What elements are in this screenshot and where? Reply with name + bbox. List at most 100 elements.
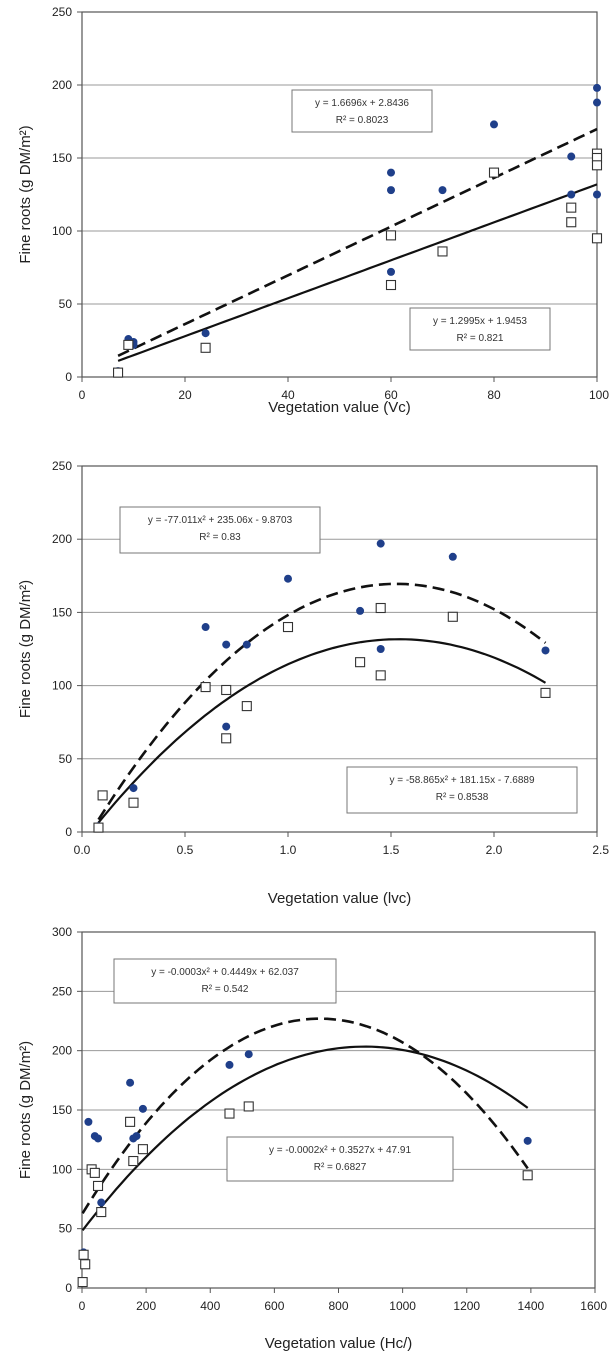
data-point-square — [128, 797, 139, 808]
data-point-square — [282, 621, 294, 633]
y-tick-label: 100 — [52, 679, 72, 693]
x-tick-label: 0 — [79, 1299, 86, 1313]
plot-frame — [81, 465, 598, 833]
data-point-circle — [541, 646, 550, 655]
equation-text: y = -77.011x² + 235.06x - 9.8703 — [148, 515, 293, 526]
x-tick-label: 1200 — [453, 1299, 480, 1313]
data-point-square — [113, 367, 124, 378]
x-tick-label: 1.5 — [383, 843, 400, 857]
equation-box — [409, 307, 551, 351]
data-point-square — [78, 1249, 89, 1260]
data-point-square — [241, 701, 252, 712]
equation-text: y = -0.0003x² + 0.4449x + 62.037 — [151, 967, 299, 978]
data-point-circle — [129, 784, 138, 793]
equation-box — [119, 506, 321, 554]
x-tick-label: 200 — [136, 1299, 156, 1313]
y-tick-label: 150 — [52, 151, 72, 165]
data-point-square — [80, 1259, 91, 1270]
x-tick-label: 800 — [328, 1299, 348, 1313]
data-point-square — [96, 1207, 107, 1218]
data-point-circle — [132, 1132, 141, 1141]
data-point-square — [221, 733, 232, 744]
data-point-square — [125, 1116, 136, 1127]
equation-text: y = -0.0002x² + 0.3527x + 47.91 — [269, 1145, 411, 1156]
x-tick-label: 1000 — [389, 1299, 416, 1313]
data-point-circle — [387, 168, 395, 177]
y-tick-label: 200 — [52, 1044, 72, 1058]
data-point-circle — [523, 1136, 532, 1145]
data-point-square — [385, 279, 397, 291]
x-tick-label: 2.0 — [486, 843, 503, 857]
y-tick-label: 150 — [52, 605, 72, 619]
data-point-circle — [593, 190, 601, 199]
y-tick-label: 100 — [52, 224, 72, 238]
y-tick-label: 200 — [52, 78, 72, 92]
data-point-circle — [593, 83, 601, 92]
chart-2-svg: 0 50 100 150 200 250 0.0 0.5 1.0 1.5 2.0 2.5 Vegetat… — [17, 459, 609, 907]
chart-panel-1: 0 50 100 150 200 250 0 20 40 60 80 100 Vegetation va… — [0, 0, 616, 450]
x-axis-label: Vegetation value (lvc) — [268, 890, 411, 907]
y-axis-label: Fine roots (g DM/m²) — [17, 1041, 34, 1179]
data-point-square — [200, 342, 211, 353]
data-point-square — [566, 217, 577, 228]
equation-box — [291, 89, 433, 133]
data-point-circle — [567, 190, 576, 199]
y-tick-label: 50 — [59, 297, 73, 311]
chart-3-svg: 0 50 100 150 200 250 300 0 200 400 600 800 1000 1200 1… — [17, 925, 607, 1352]
data-point-square — [89, 1167, 100, 1178]
fit-line-solid — [81, 1045, 529, 1231]
equation-box — [346, 766, 578, 814]
data-point-circle — [242, 640, 251, 649]
y-tick-label: 250 — [52, 984, 72, 998]
data-point-square — [375, 602, 386, 614]
data-point-circle — [222, 722, 231, 731]
x-tick-label: 1.0 — [280, 843, 297, 857]
x-tick-label: 100 — [589, 388, 609, 402]
data-point-circle — [376, 539, 385, 548]
data-point-circle — [387, 267, 395, 276]
data-point-circle — [201, 329, 210, 338]
data-point-square — [200, 682, 211, 693]
data-point-circle — [97, 1198, 106, 1207]
chart-panel-3: 0 50 100 150 200 250 300 0 200 400 600 800 1000 1200 1… — [0, 915, 616, 1371]
data-point-circle — [567, 152, 576, 161]
x-tick-label: 40 — [281, 388, 295, 402]
data-point-square — [566, 202, 577, 213]
data-point-circle — [225, 1060, 234, 1069]
chart-1-svg: 0 50 100 150 200 250 0 20 40 60 80 100 Vegetation va… — [17, 5, 609, 416]
data-point-square — [385, 230, 397, 241]
x-tick-label: 1600 — [580, 1299, 607, 1313]
y-tick-label: 0 — [65, 1281, 72, 1295]
x-tick-label: 1400 — [518, 1299, 545, 1313]
y-tick-label: 200 — [52, 532, 72, 546]
data-point-circle — [201, 623, 210, 632]
equation-text: y = 1.2995x + 1.9453 — [433, 316, 527, 327]
data-point-square — [488, 167, 500, 178]
r-squared-text: R² = 0.83 — [199, 532, 241, 543]
data-point-circle — [593, 98, 601, 107]
x-tick-label: 0.0 — [74, 843, 91, 857]
y-tick-label: 250 — [52, 5, 72, 19]
data-point-circle — [222, 640, 231, 649]
r-squared-text: R² = 0.8538 — [436, 792, 489, 803]
x-tick-label: 600 — [264, 1299, 284, 1313]
chart-panel-2: 0 50 100 150 200 250 0.0 0.5 1.0 1.5 2.0 2.5 Vegetat… — [0, 455, 616, 910]
x-tick-label: 0 — [79, 388, 86, 402]
x-tick-label: 20 — [178, 388, 192, 402]
data-point-circle — [284, 574, 292, 583]
equation-text: y = 1.6696x + 2.8436 — [315, 98, 409, 109]
equation-text: y = -58.865x² + 181.15x - 7.6889 — [389, 775, 535, 786]
y-tick-label: 300 — [52, 925, 72, 939]
y-tick-label: 250 — [52, 459, 72, 473]
fit-line-solid — [97, 638, 547, 824]
data-point-square — [591, 233, 603, 244]
data-point-circle — [84, 1117, 93, 1126]
data-point-square — [375, 670, 386, 681]
fit-line-dashed — [81, 1017, 529, 1214]
data-point-square — [128, 1155, 139, 1167]
r-squared-text: R² = 0.8023 — [336, 115, 389, 126]
data-point-circle — [244, 1050, 253, 1059]
y-tick-label: 0 — [65, 370, 72, 384]
data-point-square — [123, 339, 134, 350]
data-point-circle — [138, 1104, 147, 1113]
